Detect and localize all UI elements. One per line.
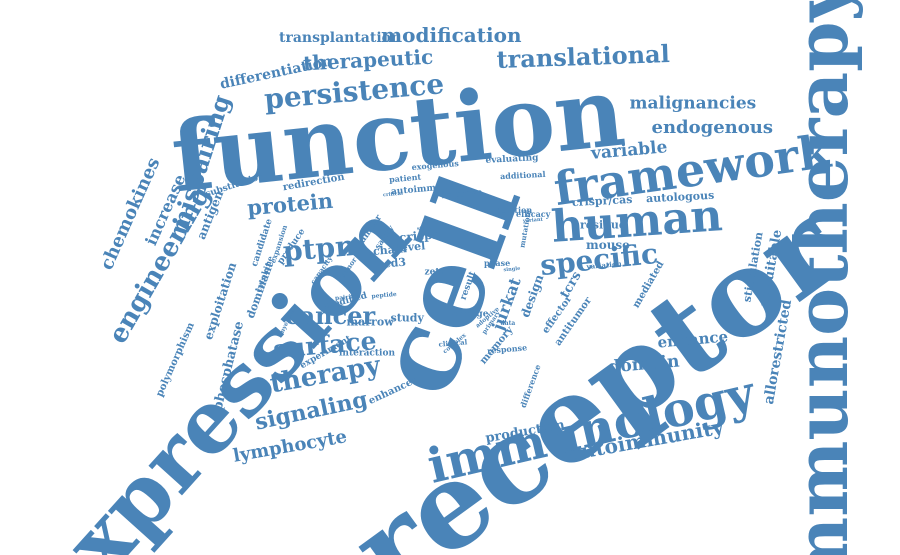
cloud-word-interaction: interaction <box>339 348 396 359</box>
cloud-word-autologous: autologous <box>645 188 715 206</box>
cloud-word-deletion: deletion <box>495 205 533 215</box>
cloud-word-bone: bone <box>476 245 502 256</box>
cloud-word-phase: phase <box>484 258 511 268</box>
cloud-word-study: study <box>390 311 424 325</box>
cloud-word-translational: translational <box>496 38 671 75</box>
cloud-word-marrow: marrow <box>346 315 394 329</box>
cloud-word-modification: modification <box>381 23 522 47</box>
cloud-word-immunotherapy: immunotherapy <box>778 0 864 555</box>
cloud-word-cancer: cancer <box>285 301 376 330</box>
cloud-word-change: change <box>452 309 489 320</box>
cloud-word-level: level <box>395 239 426 255</box>
cloud-word-additional: additional <box>499 168 546 182</box>
cloud-word-malignancies: malignancies <box>629 93 757 114</box>
cloud-word-endogenous: endogenous <box>651 117 773 138</box>
cloud-word-residue: residue <box>580 218 626 232</box>
cloud-word-protein: protein <box>246 187 334 221</box>
cloud-word-response: response <box>486 342 528 356</box>
cloud-word-cd3: cd3 <box>383 255 407 271</box>
cloud-word-transplantation: transplantation <box>279 30 402 46</box>
cloud-word-zeta: zeta <box>424 267 446 278</box>
cloud-word-crispr-cas: crispr/cas <box>571 192 633 210</box>
cloud-word-mouse: mouse <box>586 238 630 252</box>
cloud-word-patient: patient <box>388 171 422 185</box>
cloud-word-data: data <box>500 320 516 327</box>
cloud-word-critical: critical <box>382 190 404 199</box>
cloud-word-efficacy: efficacy <box>516 209 551 219</box>
cloud-word-variant: variant <box>522 216 544 225</box>
